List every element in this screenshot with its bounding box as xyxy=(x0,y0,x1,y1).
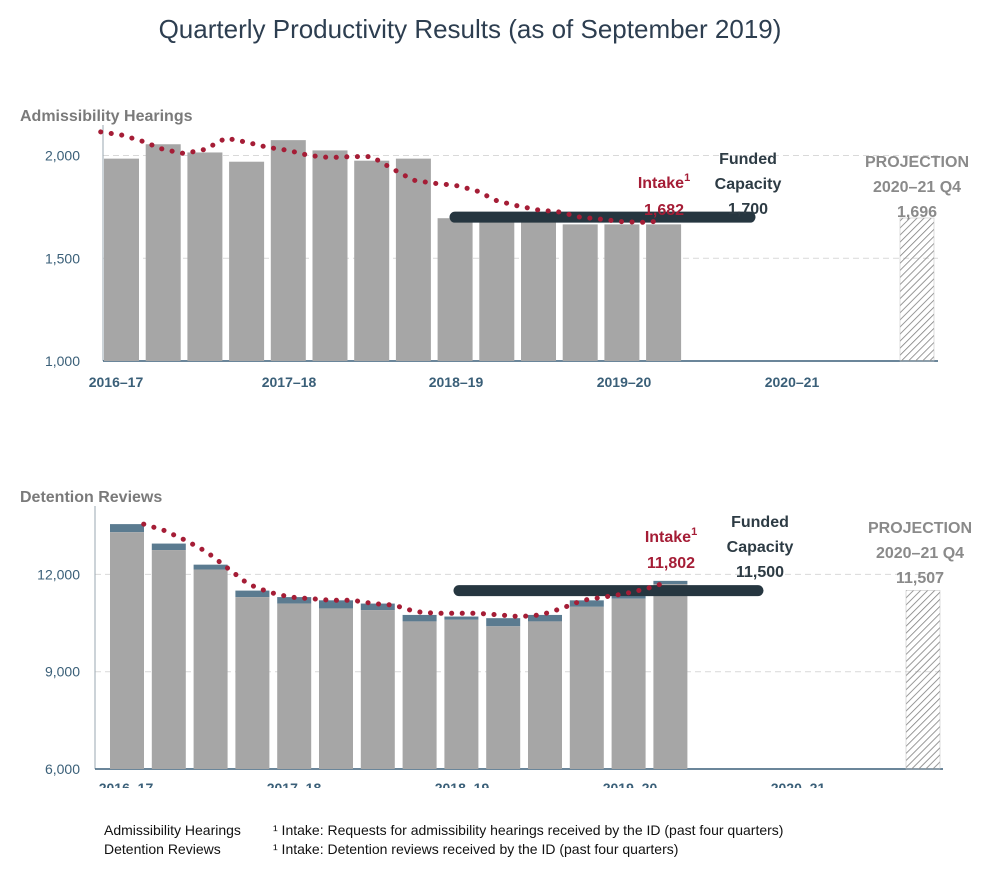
projection-label: 2020–21 Q4 xyxy=(876,545,964,562)
x-tick-label: 2020–21 xyxy=(771,780,826,788)
footnote-row: Admissibility Hearings ¹ Intake: Request… xyxy=(104,821,783,840)
bar xyxy=(611,598,646,769)
bar xyxy=(402,621,437,769)
footnote-row: Detention Reviews ¹ Intake: Detention re… xyxy=(104,840,783,859)
y-tick-label: 2,000 xyxy=(45,148,80,164)
y-tick-label: 12,000 xyxy=(37,566,80,582)
footnotes: Admissibility Hearings ¹ Intake: Request… xyxy=(104,821,783,859)
projection-bar xyxy=(899,217,935,362)
bar xyxy=(193,569,228,769)
bar-top-segment xyxy=(319,600,353,609)
y-tick-label: 1,000 xyxy=(45,353,80,369)
bar xyxy=(312,150,348,361)
bar-top-segment xyxy=(569,600,604,607)
projection-value: 11,507 xyxy=(896,570,944,587)
bar-top-segment xyxy=(444,616,479,620)
projection-bar xyxy=(905,590,941,770)
funded-capacity-label: Capacity xyxy=(715,176,782,193)
bar xyxy=(270,140,306,361)
y-tick-label: 1,500 xyxy=(45,250,80,266)
section-label: Admissibility Hearings xyxy=(20,108,193,125)
bar xyxy=(277,603,312,769)
bar xyxy=(395,158,431,361)
intake-line xyxy=(98,129,667,225)
bar-top-segment xyxy=(486,618,521,627)
bar xyxy=(569,606,604,769)
footnote-text: ¹ Intake: Detention reviews received by … xyxy=(273,841,679,857)
page-title: Quarterly Productivity Results (as of Se… xyxy=(158,14,782,44)
x-tick-label: 2016–17 xyxy=(89,374,144,390)
intake-label-text: Intake xyxy=(638,175,684,192)
bar xyxy=(437,218,473,361)
bar xyxy=(110,532,144,769)
bar-top-segment xyxy=(277,597,312,604)
bar-top-segment xyxy=(193,564,228,570)
bar xyxy=(521,222,556,361)
projection-label: 2020–21 Q4 xyxy=(873,179,961,196)
footnote-name: Admissibility Hearings xyxy=(104,822,241,838)
intake-value: 1,682 xyxy=(644,202,684,219)
intake-superscript: 1 xyxy=(691,526,697,538)
bar xyxy=(604,224,640,361)
section-label: Detention Reviews xyxy=(20,489,162,506)
bar-top-segment xyxy=(235,590,270,598)
bar xyxy=(653,584,688,769)
bar-top-segment xyxy=(110,524,144,533)
y-tick-label: 9,000 xyxy=(45,664,80,680)
intake-label-text: Intake xyxy=(645,529,691,546)
x-tick-label: 2017–18 xyxy=(262,374,317,390)
bar xyxy=(319,608,353,769)
x-tick-label: 2019–20 xyxy=(597,374,652,390)
bar xyxy=(360,610,395,769)
bar xyxy=(229,161,265,361)
funded-capacity-value: 1,700 xyxy=(728,201,768,218)
funded-capacity-label: Funded xyxy=(731,514,789,531)
funded-capacity-label: Capacity xyxy=(727,539,794,556)
bar xyxy=(646,224,682,361)
x-tick-label: 2020–21 xyxy=(765,374,820,390)
bar xyxy=(354,160,390,361)
intake-label: Intake1 xyxy=(638,172,690,192)
bar xyxy=(187,152,223,361)
bar-top-segment xyxy=(528,614,562,622)
detention-reviews-chart: Detention Reviews 6,000 9,000 12,000 2016–17… xyxy=(20,489,972,788)
x-tick-label: 2017–18 xyxy=(267,780,322,788)
bar xyxy=(562,224,598,361)
bar-top-segment xyxy=(402,614,437,622)
footnote-name: Detention Reviews xyxy=(104,841,221,857)
bar xyxy=(145,144,181,361)
footnote-text: ¹ Intake: Requests for admissibility hea… xyxy=(273,822,784,838)
x-tick-label: 2016–17 xyxy=(99,780,154,788)
bar-top-segment xyxy=(653,580,688,585)
admissibility-hearings-chart: Admissibility Hearings 1,000 1,500 2,000 201… xyxy=(20,108,969,390)
x-tick-label: 2018–19 xyxy=(429,374,484,390)
bar xyxy=(151,550,186,769)
intake-label: Intake1 xyxy=(645,526,697,546)
bar-top-segment xyxy=(151,543,186,551)
bar xyxy=(479,222,515,361)
bar xyxy=(528,621,562,769)
projection-value: 1,696 xyxy=(897,204,937,221)
funded-capacity-label: Funded xyxy=(719,151,777,168)
x-tick-label: 2018–19 xyxy=(435,780,490,788)
projection-label: PROJECTION xyxy=(865,154,969,171)
bar xyxy=(486,626,521,769)
y-tick-label: 6,000 xyxy=(45,761,80,777)
bar xyxy=(444,619,479,769)
intake-value: 11,802 xyxy=(647,555,695,572)
projection-label: PROJECTION xyxy=(868,520,972,537)
funded-capacity-value: 11,500 xyxy=(736,564,784,581)
bar xyxy=(104,158,139,361)
intake-superscript: 1 xyxy=(684,172,690,184)
bar xyxy=(235,597,270,769)
bar-top-segment xyxy=(360,603,395,611)
x-tick-label: 2019–20 xyxy=(603,780,658,788)
